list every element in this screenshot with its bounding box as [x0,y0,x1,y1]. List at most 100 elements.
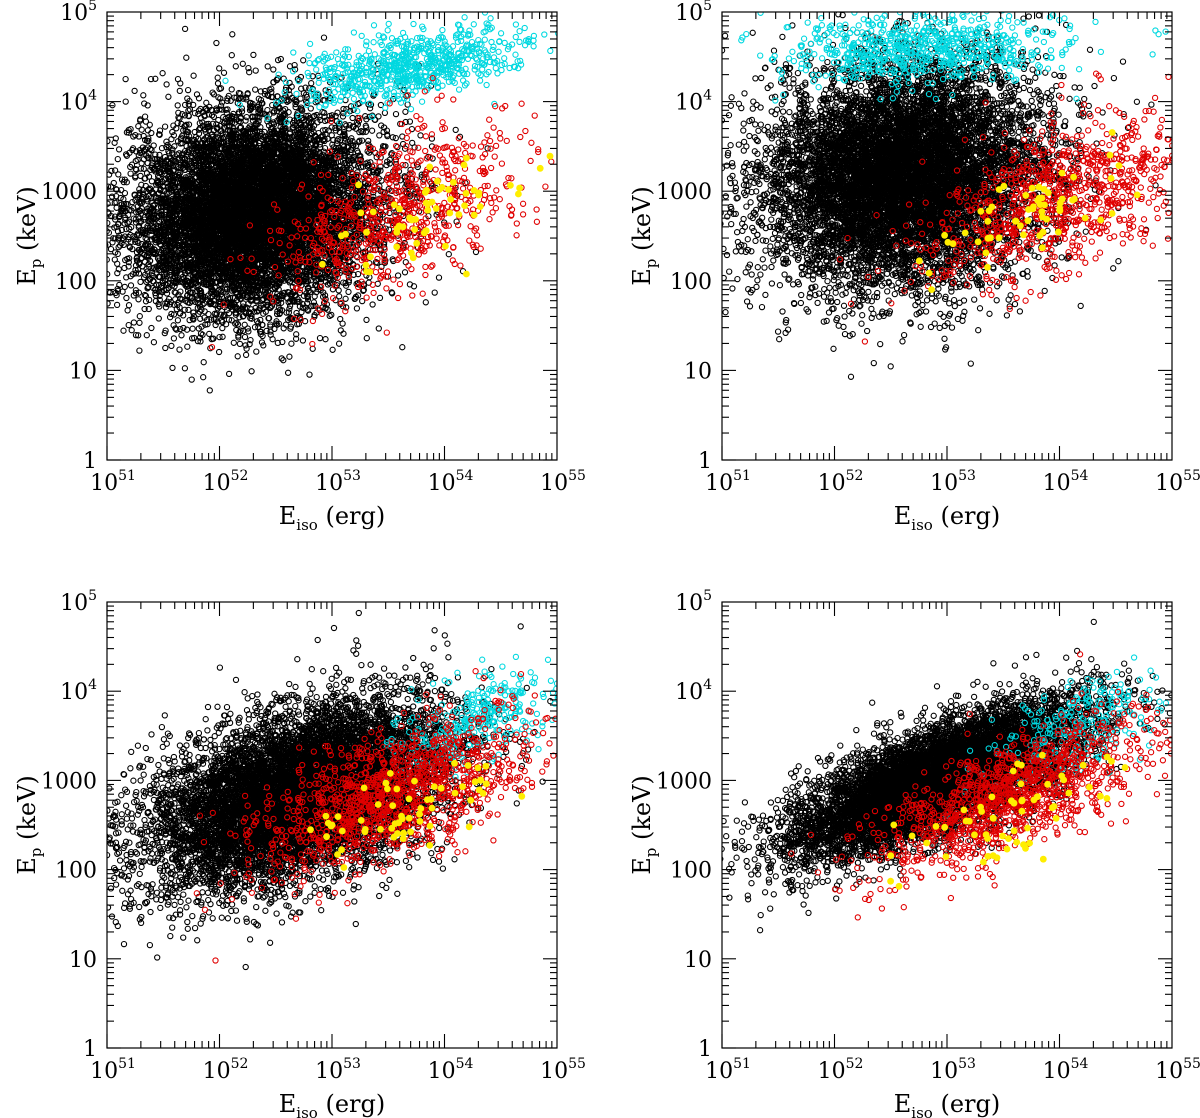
data-point [435,274,443,281]
data-point [216,106,223,113]
data-point [252,86,259,93]
data-point [181,25,189,33]
data-point [138,126,145,133]
data-point [107,185,109,192]
data-point [80,237,85,242]
data-point [310,299,318,306]
data-point [339,113,347,120]
data-point [63,214,68,219]
data-point [375,113,382,120]
data-point [210,113,218,121]
data-point [136,347,143,354]
data-point [239,60,246,67]
data-point [108,193,116,200]
data-point [381,109,389,117]
data-point [125,302,133,309]
data-point [286,353,293,360]
data-point [163,81,170,88]
data-point [263,111,270,119]
data-point [320,34,328,41]
data-point [169,364,176,372]
data-point [186,316,193,324]
data-point [253,348,260,355]
data-point [197,338,204,345]
data-point [369,301,376,308]
data-point [257,331,264,338]
data-point [142,118,150,125]
data-point [165,93,172,100]
data-point [183,54,190,61]
data-point [97,248,102,253]
data-point [100,258,105,263]
data-point [144,102,151,109]
data-point [321,113,328,120]
data-point [151,155,159,163]
data-point [394,272,402,279]
data-point [279,291,286,299]
data-point [299,337,307,344]
data-point [125,321,132,329]
data-point [107,209,112,216]
data-point [176,87,183,95]
data-point [96,225,101,230]
data-point [215,348,223,356]
data-point [100,302,105,307]
data-point [145,261,152,268]
data-point [86,222,91,227]
data-point [152,289,159,297]
data-point [214,74,221,81]
data-point [308,80,315,87]
data-point [128,327,135,334]
data-point [172,325,179,332]
data-point [236,340,244,348]
data-point [183,326,191,333]
data-point [181,306,188,313]
data-point [130,319,138,326]
data-point [184,343,191,350]
data-point [64,209,69,214]
data-point [87,251,92,256]
data-point [216,65,223,72]
data-point [247,336,254,344]
data-point [286,302,294,310]
data-point [245,64,252,72]
data-point [180,324,187,332]
data-point [335,340,343,347]
data-point [133,148,140,155]
data-point [176,115,183,122]
data-point [252,67,259,74]
data-point [121,189,129,197]
data-point [358,127,365,135]
data-point [225,370,233,378]
data-point [67,347,72,352]
data-point [306,371,313,378]
data-point [378,263,385,270]
data-point [304,296,312,303]
data-point [288,340,295,347]
data-point [206,330,213,338]
data-point [270,66,277,73]
data-point [269,336,276,343]
data-point [127,170,134,177]
data-point [124,307,131,314]
data-point [107,242,109,248]
data-point [136,313,143,320]
data-point [97,255,102,260]
data-point [402,108,409,115]
data-point [107,183,112,190]
data-point [204,321,211,328]
data-point [399,344,406,351]
data-point [225,316,233,323]
scatter-points [63,12,557,394]
data-point [170,335,178,342]
data-point [141,305,148,313]
data-point [453,218,460,225]
data-point [307,105,314,112]
data-point [388,289,395,296]
data-point [336,293,343,300]
data-point [250,51,257,59]
data-point [401,269,409,276]
data-point [431,289,438,296]
data-point [72,160,77,165]
